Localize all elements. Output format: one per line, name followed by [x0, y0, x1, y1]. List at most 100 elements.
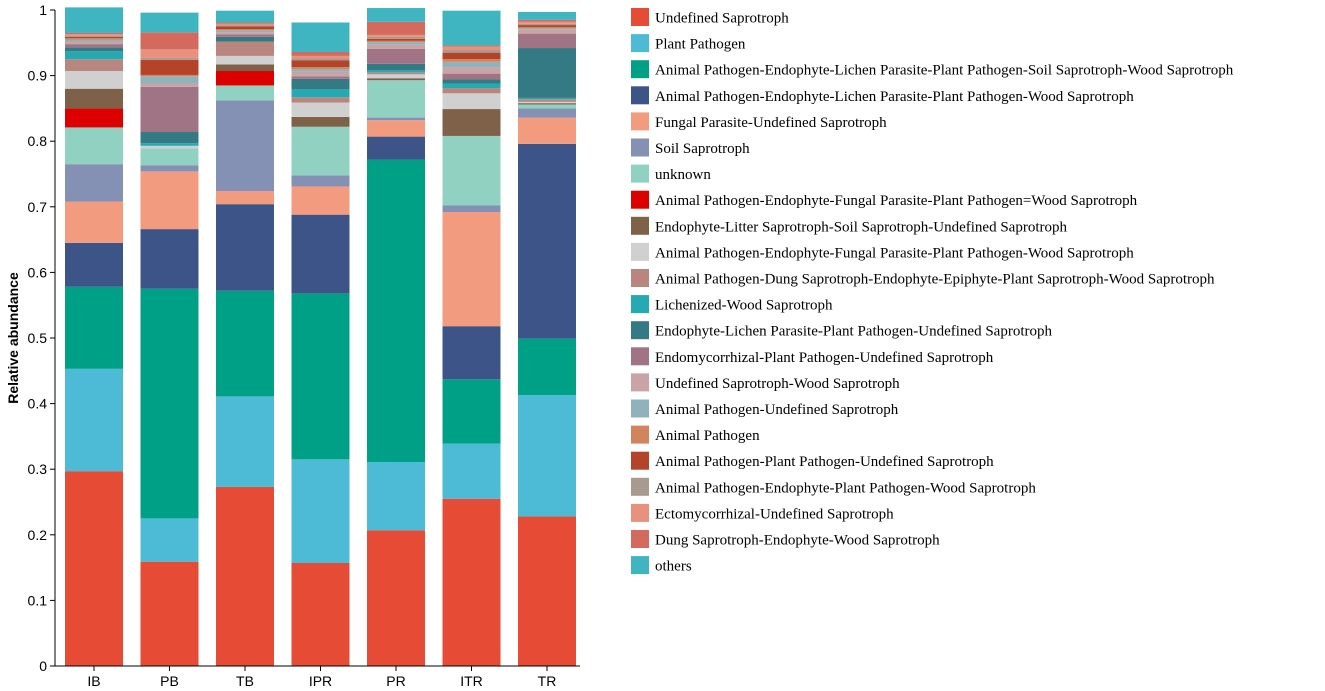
bar-segment-itr-2 [442, 379, 501, 444]
bar-segment-itr-11 [442, 83, 501, 89]
bar-segment-ib-17 [65, 36, 123, 39]
legend-label-16: Animal Pathogen [655, 428, 760, 444]
legend-swatch-15 [631, 399, 649, 418]
bar-segment-itr-6 [442, 135, 501, 206]
bar-segment-pr-4 [367, 120, 425, 137]
legend-swatch-0 [631, 8, 649, 26]
bar-segment-ipr-9 [291, 102, 350, 117]
bar-segment-tb-8 [216, 64, 274, 72]
bar-segment-tr-20 [518, 19, 576, 22]
bar-segment-ipr-10 [291, 97, 350, 103]
legend-label-21: others [655, 559, 692, 575]
bar-segment-tb-3 [216, 204, 274, 291]
bar-segment-pb-5 [140, 165, 199, 172]
bar-segment-pb-1 [140, 518, 199, 562]
legend-label-7: Animal Pathogen-Endophyte-Fungal Parasit… [655, 193, 1138, 209]
bar-segment-pr-6 [367, 80, 425, 118]
bar-segment-pb-13 [140, 86, 199, 133]
bar-segment-tb-18 [216, 25, 274, 27]
bar-segment-ipr-5 [291, 175, 350, 187]
legend-swatch-5 [631, 138, 649, 157]
bar-segment-tb-15 [216, 30, 274, 33]
legend-swatch-13 [631, 347, 649, 366]
bar-segment-ipr-6 [291, 126, 350, 176]
bar-segment-ib-14 [65, 41, 123, 45]
bar-segment-itr-14 [442, 67, 501, 74]
bar-segment-pr-14 [367, 44, 425, 49]
bar-segment-tr-4 [518, 117, 576, 144]
bar-segment-ipr-16 [291, 67, 350, 70]
bar-segment-pb-15 [140, 76, 199, 84]
bar-segment-pr-16 [367, 40, 425, 43]
legend-label-15: Animal Pathogen-Undefined Saprotroph [655, 402, 899, 418]
bar-segment-ib-6 [65, 127, 123, 165]
legend-label-0: Undefined Saprotroph [655, 11, 789, 27]
bar-segment-pb-6 [140, 148, 199, 166]
bar-segment-itr-8 [442, 109, 501, 136]
x-tick-label-ipr: IPR [309, 673, 332, 689]
x-tick-label-itr: ITR [460, 673, 483, 689]
y-tick-label: 0.8 [28, 133, 48, 149]
bar-segment-ib-10 [65, 59, 123, 72]
bar-segment-pb-4 [140, 171, 199, 230]
bar-segment-pb-17 [140, 59, 199, 75]
bar-segment-tb-5 [216, 100, 274, 192]
legend-swatch-18 [631, 477, 649, 496]
legend-label-13: Endomycorrhizal-Plant Pathogen-Undefined… [655, 350, 994, 366]
bar-segment-tb-0 [216, 486, 274, 666]
bar-segment-tr-19 [518, 21, 576, 24]
legend-label-11: Lichenized-Wood Saprotroph [655, 298, 833, 314]
bar-segment-itr-21 [442, 10, 501, 46]
bar-segment-ib-2 [65, 286, 123, 369]
bar-segment-pb-3 [140, 229, 199, 289]
bar-segment-ipr-13 [291, 76, 350, 79]
bar-segment-pr-15 [367, 42, 425, 45]
bar-segment-ipr-1 [291, 459, 350, 564]
y-tick-label: 0 [39, 658, 47, 674]
y-tick-label: 0.9 [28, 68, 48, 84]
y-tick-label: 0.1 [28, 592, 48, 608]
bar-segment-tr-21 [518, 11, 576, 20]
bar-segment-pb-19 [140, 49, 199, 58]
bar-segment-ipr-12 [291, 78, 350, 90]
legend-label-18: Animal Pathogen-Endophyte-Plant Pathogen… [655, 480, 1036, 496]
legend-label-2: Animal Pathogen-Endophyte-Lichen Parasit… [655, 63, 1234, 79]
bar-segment-pr-17 [367, 38, 425, 41]
legend: Undefined Saprotroph Plant Pathogen Animal… [631, 8, 1234, 575]
bar-segment-pr-12 [367, 63, 425, 71]
bar-segment-tb-2 [216, 290, 274, 397]
bar-segment-pr-18 [367, 36, 425, 39]
bar-segment-tb-16 [216, 29, 274, 31]
bar-segment-ib-4 [65, 201, 123, 243]
bar-segment-pr-19 [367, 34, 425, 37]
legend-label-5: Soil Saprotroph [655, 141, 750, 157]
legend-swatch-4 [631, 112, 649, 131]
bar-segment-ipr-17 [291, 60, 350, 68]
legend-label-12: Endophyte-Lichen Parasite-Plant Pathogen… [655, 324, 1052, 340]
bar-segment-itr-0 [442, 498, 501, 666]
bar-segment-itr-10 [442, 88, 501, 94]
y-tick-label: 0.6 [28, 264, 48, 280]
bar-segment-tr-14 [518, 29, 576, 34]
legend-label-6: unknown [655, 167, 711, 183]
bar-segment-tr-11 [518, 97, 576, 100]
bar-segment-pb-0 [140, 561, 199, 666]
bar-segment-pb-18 [140, 57, 199, 60]
legend-label-8: Endophyte-Litter Saprotroph-Soil Saprotr… [655, 219, 1068, 235]
bar-segment-ib-21 [65, 7, 123, 33]
bar-segment-tb-6 [216, 85, 274, 101]
bar-segment-pr-20 [367, 21, 425, 35]
bar-segment-ib-20 [65, 32, 123, 35]
x-tick-label-pb: PB [160, 673, 179, 689]
bar-segment-ipr-0 [291, 563, 350, 666]
legend-swatch-3 [631, 86, 649, 105]
bar-segment-pr-0 [367, 530, 425, 666]
bar-segment-itr-15 [442, 61, 501, 68]
bar-segment-itr-1 [442, 443, 501, 499]
bar-segment-itr-5 [442, 205, 501, 213]
bar-segment-ib-0 [65, 471, 123, 666]
bar-segment-itr-17 [442, 52, 501, 60]
bar-segment-ib-7 [65, 108, 123, 128]
bar-segment-itr-3 [442, 326, 501, 380]
